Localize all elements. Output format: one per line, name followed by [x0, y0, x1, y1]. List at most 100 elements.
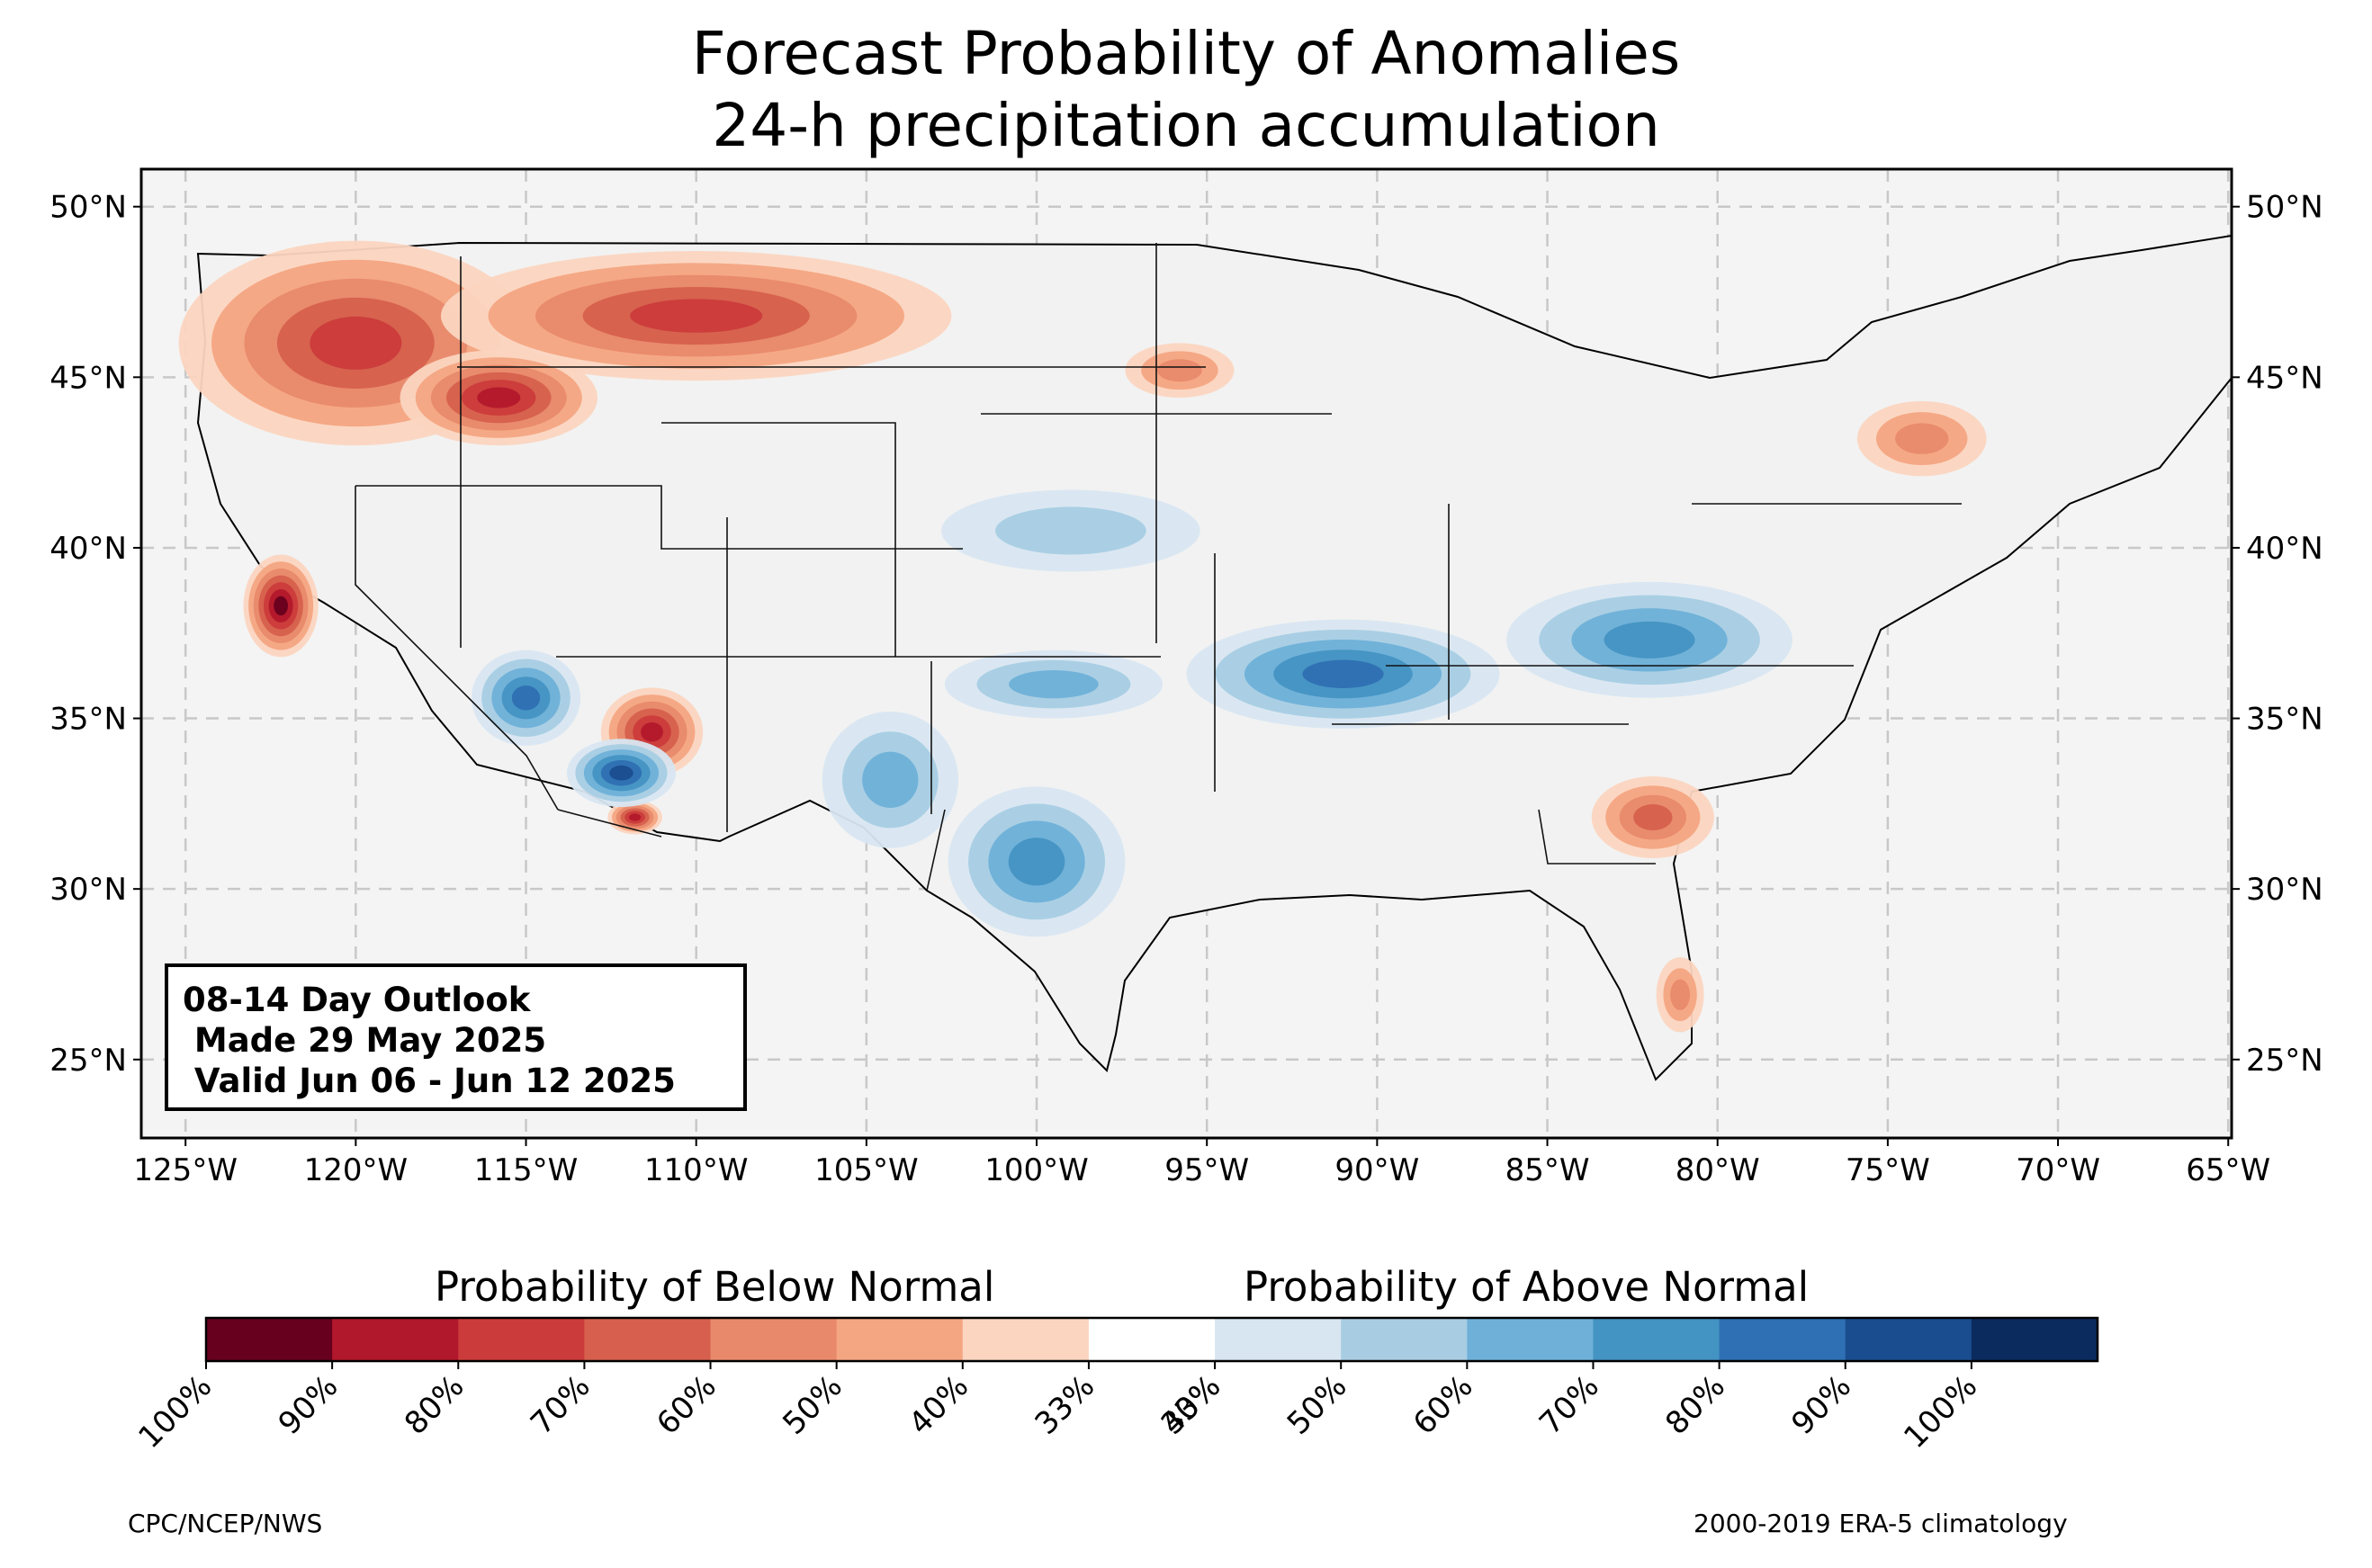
anomaly-region-below	[1591, 776, 1714, 859]
x-tick-label: 85°W	[1505, 1152, 1590, 1188]
x-tick-label: 80°W	[1676, 1152, 1760, 1188]
y-tick-label-left: 25°N	[49, 1043, 127, 1079]
colorbar-tick-label: 40%	[1155, 1368, 1228, 1442]
colorbar-swatch	[1215, 1318, 1342, 1361]
map-subtitle: 24-h precipitation accumulation	[712, 91, 1660, 160]
y-tick-label-left: 50°N	[49, 190, 127, 226]
map-frame	[139, 167, 2233, 1140]
colorbar-tick-label: 100%	[131, 1368, 219, 1456]
colorbar-swatch	[1593, 1318, 1721, 1361]
anomaly-region-above	[471, 650, 581, 746]
y-tick-label-right: 35°N	[2246, 702, 2323, 738]
x-tick-label: 120°W	[304, 1152, 409, 1188]
axis-ticks: 125°W 120°W 115°W 110°W 105°W 100°W 95°W 90°W 85…	[49, 190, 2323, 1188]
x-tick-label: 110°W	[644, 1152, 749, 1188]
colorbar-tick-label: 80%	[1658, 1368, 1732, 1442]
y-tick-label-right: 50°N	[2246, 190, 2323, 226]
anomaly-contour	[511, 685, 541, 711]
x-tick-label: 95°W	[1164, 1152, 1249, 1188]
anomaly-region-below	[400, 349, 597, 446]
credit-climatology: 2000-2019 ERA-5 climatology	[1694, 1509, 2068, 1538]
y-tick-label-right: 40°N	[2246, 531, 2323, 567]
colorbar-swatch	[332, 1318, 459, 1361]
colorbar: 100% 90% 80% 70% 60% 50% 40% 33% 33%40% 50% 60% 70%…	[131, 1316, 2099, 1456]
colorbar-tick-label: 70%	[524, 1368, 597, 1442]
anomaly-region-below	[440, 251, 952, 381]
colorbar-swatch	[584, 1318, 712, 1361]
anomaly-contour	[477, 387, 521, 408]
anomaly-contour	[1670, 979, 1690, 1010]
x-tick-label: 65°W	[2186, 1152, 2270, 1188]
anomaly-region-above	[1506, 581, 1792, 698]
colorbar-tick-label: 100%	[1897, 1368, 1984, 1456]
colorbar-swatch	[458, 1318, 585, 1361]
anomaly-region-below	[607, 800, 662, 835]
anomaly-region-below	[1656, 957, 1704, 1033]
anomaly-region-above	[941, 489, 1200, 572]
x-tick-label: 100°W	[984, 1152, 1089, 1188]
y-tick-label-left: 40°N	[49, 531, 127, 567]
x-tick-label: 125°W	[133, 1152, 238, 1188]
y-tick-label-left: 35°N	[49, 702, 127, 738]
anomaly-region-above	[566, 739, 676, 808]
credit-agency: CPC/NCEP/NWS	[128, 1509, 323, 1538]
colorbar-tick-label: 33%	[1029, 1368, 1102, 1442]
colorbar-tick-label: 50%	[1280, 1368, 1354, 1442]
outlook-valid-range: Valid Jun 06 - Jun 12 2025	[193, 1062, 676, 1100]
colorbar-swatch	[1971, 1318, 2098, 1361]
anomaly-region-below	[1856, 400, 1987, 477]
x-tick-label: 105°W	[814, 1152, 919, 1188]
anomaly-contour	[1302, 659, 1384, 688]
anomaly-contour	[1604, 621, 1695, 659]
anomaly-contour	[862, 751, 919, 809]
anomaly-contour	[1633, 804, 1673, 831]
colorbar-tick-label: 40%	[902, 1368, 975, 1442]
y-tick-label-right: 30°N	[2246, 872, 2323, 908]
anomaly-contour	[628, 813, 642, 821]
outlook-made-date: Made 29 May 2025	[193, 1021, 547, 1060]
anomaly-contour	[641, 721, 663, 742]
colorbar-tick-label: 50%	[776, 1368, 849, 1442]
anomaly-contour	[630, 299, 763, 333]
x-tick-label: 115°W	[474, 1152, 579, 1188]
anomaly-contour	[1895, 423, 1949, 454]
y-tick-label-right: 25°N	[2246, 1043, 2323, 1079]
colorbar-tick-label: 60%	[1406, 1368, 1480, 1442]
anomaly-contour	[1009, 670, 1099, 699]
colorbar-swatch	[1719, 1318, 1846, 1361]
y-tick-label-left: 45°N	[49, 360, 127, 396]
colorbar-swatch	[1845, 1318, 1972, 1361]
colorbar-tick-label: 90%	[1784, 1368, 1858, 1442]
anomaly-region-above	[822, 711, 959, 848]
colorbar-swatch	[1088, 1318, 1216, 1361]
anomaly-contour	[310, 316, 402, 370]
colorbar-below-label: Probability of Below Normal	[435, 1263, 995, 1311]
x-tick-label: 75°W	[1846, 1152, 1930, 1188]
anomaly-contour	[1157, 359, 1202, 382]
state-borders	[355, 243, 1962, 892]
x-tick-label: 70°W	[2016, 1152, 2100, 1188]
y-tick-label-right: 45°N	[2246, 360, 2323, 396]
anomaly-contour	[274, 596, 288, 616]
anomaly-contour	[609, 765, 633, 781]
anomaly-contour	[1008, 838, 1065, 886]
colorbar-swatch	[836, 1318, 964, 1361]
outlook-period: 08-14 Day Outlook	[183, 981, 531, 1019]
anomaly-region-above	[1186, 619, 1500, 729]
colorbar-frame	[204, 1316, 2099, 1363]
x-tick-label: 90°W	[1334, 1152, 1419, 1188]
colorbar-swatch	[1341, 1318, 1468, 1361]
colorbar-tick-label: 90%	[272, 1368, 346, 1442]
colorbar-tick-label: 70%	[1532, 1368, 1606, 1442]
colorbar-swatch	[710, 1318, 838, 1361]
anomaly-contour	[994, 506, 1146, 555]
colorbar-swatch	[206, 1318, 333, 1361]
colorbar-tick-label: 60%	[650, 1368, 723, 1442]
colorbar-tick-label: 80%	[398, 1368, 472, 1442]
anomaly-region-above	[948, 786, 1126, 937]
map-title: Forecast Probability of Anomalies	[691, 19, 1681, 88]
anomaly-region-above	[944, 650, 1164, 719]
anomaly-region-below	[1125, 343, 1235, 399]
colorbar-swatch	[962, 1318, 1090, 1361]
